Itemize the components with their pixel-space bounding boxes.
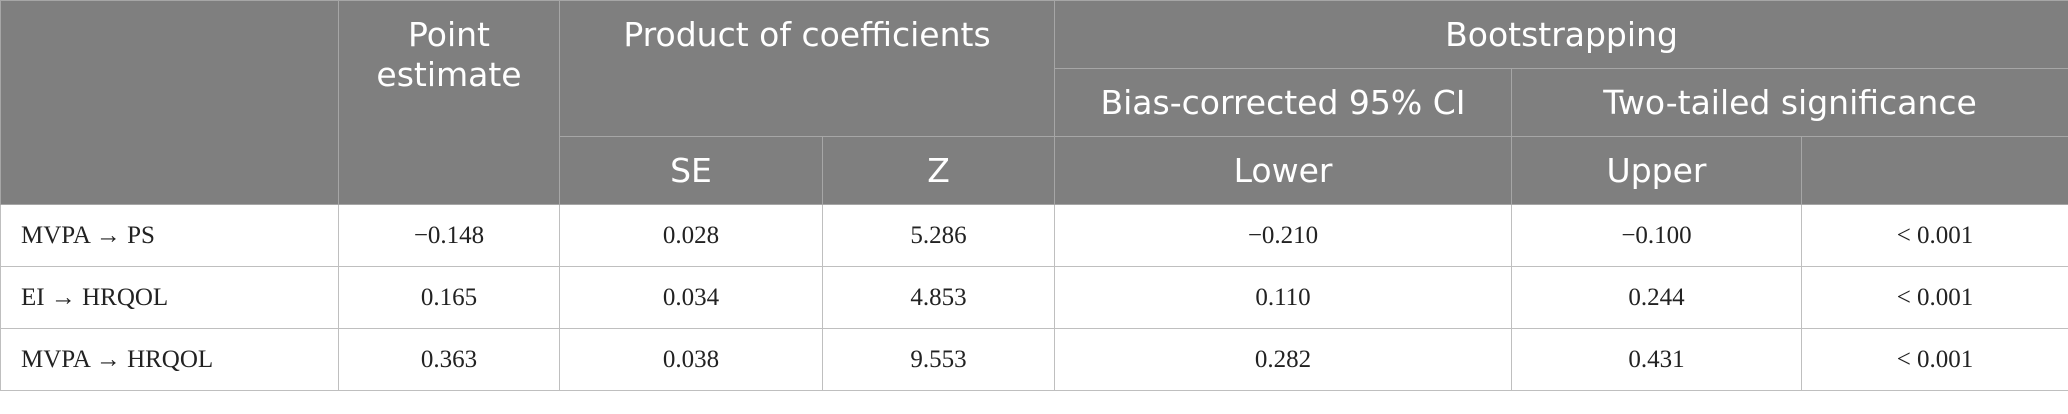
header-cell: Lower bbox=[1054, 136, 1513, 205]
table-cell: 0.282 bbox=[1054, 328, 1513, 391]
table-cell: 0.028 bbox=[559, 204, 823, 267]
table-row: EI → HRQOL 0.165 0.034 4.853 0.110 0.244 < 0.0… bbox=[0, 266, 2068, 329]
table-row: MVPA → HRQOL 0.363 0.038 9.553 0.282 0.431 < 0… bbox=[0, 328, 2068, 391]
header-cell: Upper bbox=[1511, 136, 1803, 205]
row-label: MVPA → PS bbox=[0, 204, 339, 267]
table-cell: 9.553 bbox=[821, 328, 1056, 391]
table-cell: 0.034 bbox=[559, 266, 823, 329]
table-cell: < 0.001 bbox=[1801, 328, 2068, 391]
table-cell: < 0.001 bbox=[1801, 266, 2068, 329]
header-cell: Point estimate bbox=[338, 0, 560, 205]
table-cell: −0.210 bbox=[1054, 204, 1513, 267]
table-cell: < 0.001 bbox=[1801, 204, 2068, 267]
table-row: MVPA → PS −0.148 0.028 5.286 −0.210 −0.100 < 0… bbox=[0, 204, 2068, 267]
table-cell: 0.165 bbox=[338, 266, 560, 329]
table-cell: 0.431 bbox=[1511, 328, 1803, 391]
header-cell: Product of coefficients bbox=[558, 0, 1056, 137]
table-cell: 5.286 bbox=[821, 204, 1056, 267]
header-cell: SE bbox=[559, 136, 823, 205]
header-cell: Z bbox=[821, 136, 1056, 205]
table-cell: −0.148 bbox=[338, 204, 560, 267]
table-cell: −0.100 bbox=[1511, 204, 1803, 267]
header-cell: Bias-corrected 95% CI bbox=[1054, 68, 1513, 137]
table-cell: 0.110 bbox=[1054, 266, 1513, 329]
row-label: EI → HRQOL bbox=[0, 266, 339, 329]
table-cell: 4.853 bbox=[821, 266, 1056, 329]
table-cell: 0.244 bbox=[1511, 266, 1803, 329]
results-table: Point estimate Product of coefficients B… bbox=[0, 0, 2068, 391]
header-cell: Bootstrapping bbox=[1054, 0, 2068, 69]
header-cell bbox=[1801, 136, 2068, 205]
header-cell: Two-tailed significance bbox=[1511, 68, 2068, 137]
table-cell: 0.038 bbox=[559, 328, 823, 391]
table-body: MVPA → PS −0.148 0.028 5.286 −0.210 −0.100 < 0… bbox=[0, 204, 2068, 391]
header-cell bbox=[0, 0, 339, 205]
row-label: MVPA → HRQOL bbox=[0, 328, 339, 391]
table-cell: 0.363 bbox=[338, 328, 560, 391]
